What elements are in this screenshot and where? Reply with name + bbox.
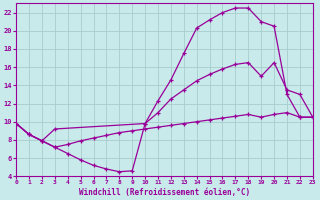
- X-axis label: Windchill (Refroidissement éolien,°C): Windchill (Refroidissement éolien,°C): [79, 188, 250, 197]
